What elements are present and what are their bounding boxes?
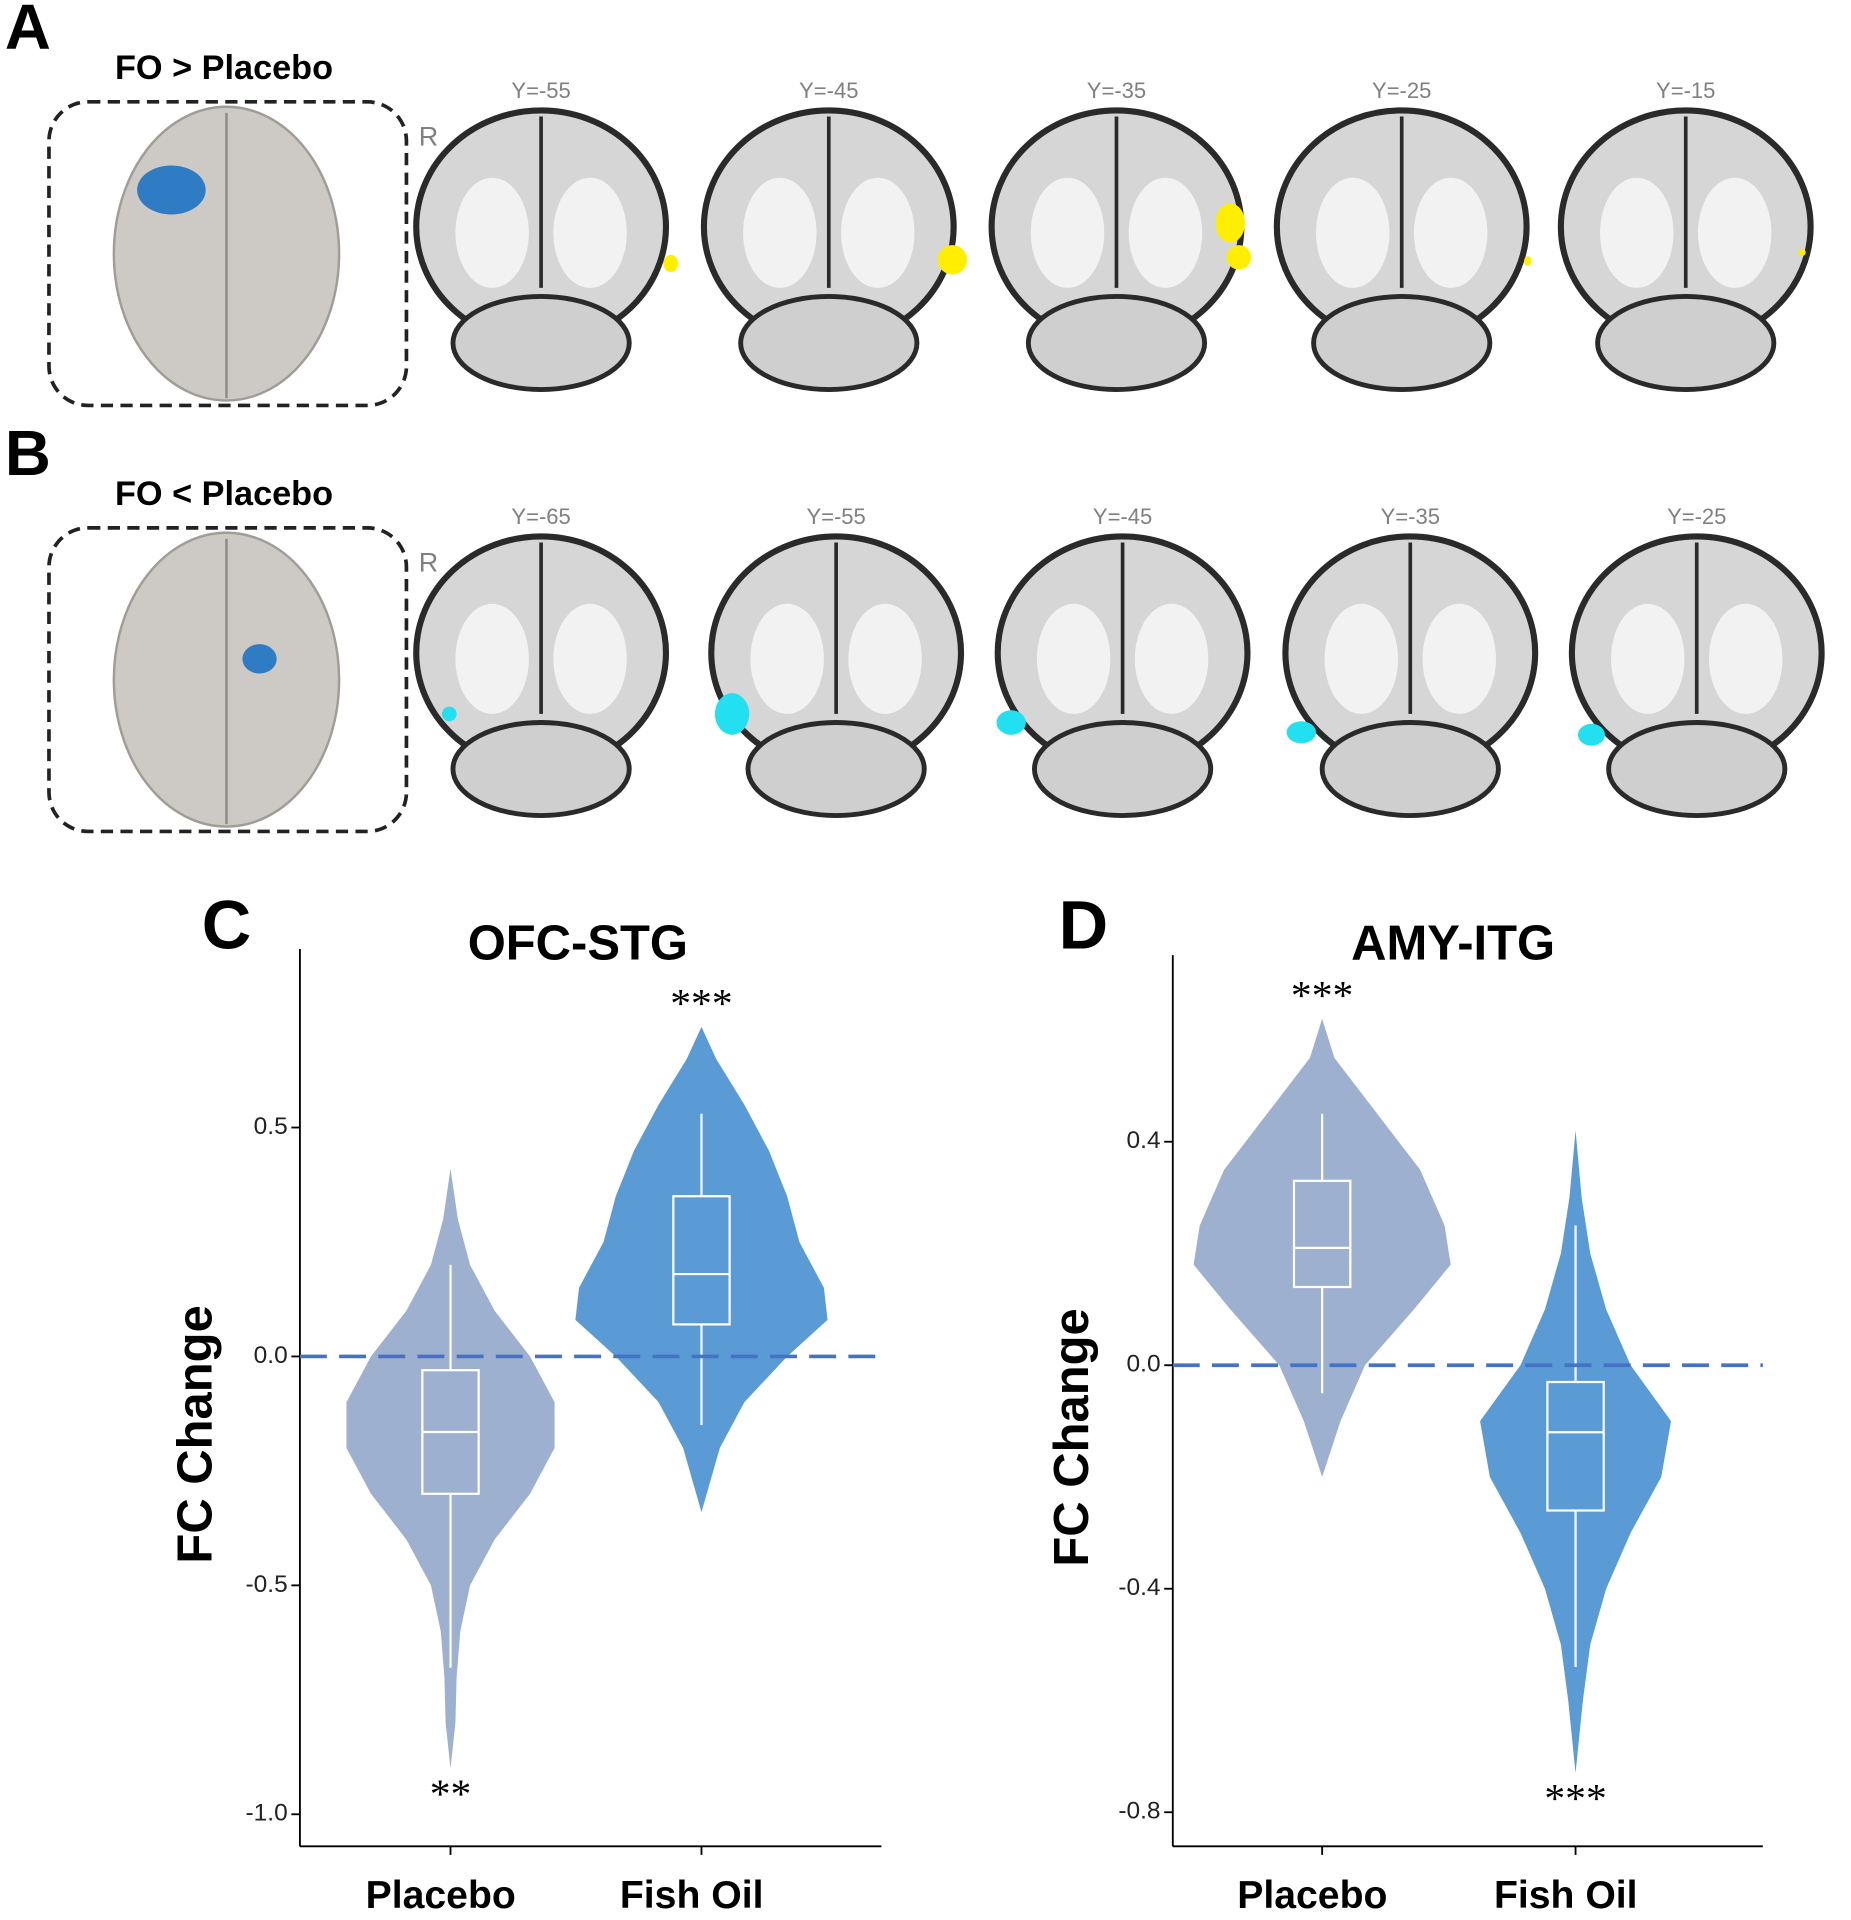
- cluster-blob: [1578, 723, 1605, 746]
- box: [1546, 1380, 1605, 1512]
- significance: ***: [1291, 973, 1353, 1019]
- y-tick-label: -0.4: [1118, 1574, 1160, 1601]
- slice-lower: [1311, 294, 1493, 392]
- y-tick-label: -1.0: [246, 1800, 288, 1827]
- y-axis-label: FC Change: [168, 1305, 222, 1563]
- slice-label: Y=-15: [1656, 78, 1715, 103]
- x-tick-label: Fish Oil: [1494, 1874, 1638, 1917]
- slice-white-matter: [455, 603, 529, 714]
- significance: ***: [1544, 1776, 1606, 1822]
- slice-white-matter: [1611, 603, 1685, 714]
- slice-lower: [450, 720, 632, 818]
- slice-white-matter: [743, 177, 817, 288]
- cluster-blob: [1226, 245, 1252, 270]
- slice-white-matter: [1600, 177, 1674, 288]
- slice-white-matter: [1422, 603, 1496, 714]
- glass-brain-cluster: [242, 644, 277, 674]
- y-tick-label: 0.5: [254, 1113, 288, 1140]
- panel-letter: A: [5, 0, 51, 63]
- x-tick-label: Fish Oil: [620, 1874, 764, 1917]
- y-tick-label: 0.0: [1127, 1351, 1161, 1378]
- slice-white-matter: [1324, 603, 1399, 714]
- cluster-blob: [1524, 256, 1532, 266]
- slice-white-matter: [1413, 177, 1488, 288]
- slice-label: Y=-65: [511, 504, 570, 529]
- slice-white-matter: [1128, 177, 1203, 288]
- y-axis-label: FC Change: [1045, 1308, 1099, 1566]
- slice-lower: [738, 294, 920, 392]
- cluster-blob: [996, 710, 1026, 735]
- slice-white-matter: [455, 177, 529, 288]
- violin: [346, 1168, 555, 1769]
- cluster-blob: [1286, 721, 1317, 744]
- slice-white-matter: [841, 177, 915, 288]
- slice-label: Y=-45: [1093, 504, 1152, 529]
- slice-label: Y=-55: [511, 78, 570, 103]
- panel-title: FO < Placebo: [115, 475, 333, 513]
- y-tick-label: 0.4: [1127, 1127, 1161, 1154]
- chart-title: OFC-STG: [468, 916, 688, 970]
- y-tick-label: -0.5: [246, 1571, 288, 1598]
- cluster-blob: [714, 693, 750, 735]
- cluster-blob: [937, 245, 968, 275]
- significance: **: [430, 1771, 472, 1817]
- chart-letter: D: [1059, 887, 1109, 964]
- side-label: R: [419, 548, 438, 578]
- slice-white-matter: [1030, 177, 1105, 288]
- slice-lower: [1319, 720, 1501, 818]
- violin: [1480, 1130, 1672, 1774]
- slice-lower: [1032, 720, 1214, 818]
- slice-label: Y=-25: [1667, 504, 1726, 529]
- cluster-blob: [663, 254, 679, 272]
- slice-white-matter: [750, 603, 824, 714]
- cluster-blob: [1798, 248, 1806, 257]
- slice-lower: [745, 720, 927, 818]
- chart-title: AMY-ITG: [1351, 916, 1555, 970]
- slice-white-matter: [1697, 177, 1772, 288]
- slice-label: Y=-35: [1381, 504, 1440, 529]
- slice-label: Y=-45: [799, 78, 858, 103]
- side-label: R: [419, 122, 438, 152]
- slice-white-matter: [553, 603, 627, 714]
- slice-lower: [1025, 294, 1208, 392]
- y-tick-label: 0.0: [254, 1342, 288, 1369]
- glass-brain-cluster: [137, 165, 206, 215]
- slice-white-matter: [553, 177, 627, 288]
- significance: ***: [670, 981, 732, 1027]
- slice-label: Y=-25: [1372, 78, 1431, 103]
- box: [1292, 1179, 1352, 1289]
- slice-lower: [1606, 720, 1788, 818]
- chart-letter: C: [202, 887, 252, 964]
- slice-white-matter: [848, 603, 922, 714]
- glass-brain-frame: [47, 526, 409, 834]
- x-tick-label: Placebo: [1237, 1874, 1387, 1917]
- violin: [575, 1026, 828, 1513]
- cluster-blob: [1215, 203, 1246, 243]
- slice-white-matter: [1316, 177, 1390, 288]
- y-tick-label: -0.8: [1118, 1798, 1160, 1825]
- slice-label: Y=-55: [806, 504, 865, 529]
- slice-label: Y=-35: [1087, 78, 1146, 103]
- cluster-blob: [441, 706, 457, 722]
- x-tick-label: Placebo: [366, 1874, 516, 1917]
- slice-lower: [450, 294, 632, 392]
- slice-white-matter: [1134, 603, 1209, 714]
- slice-white-matter: [1708, 603, 1783, 714]
- glass-brain-frame: [47, 99, 409, 408]
- slice-lower: [1595, 294, 1777, 392]
- panel-letter: B: [5, 418, 51, 489]
- panel-title: FO > Placebo: [115, 49, 333, 87]
- slice-white-matter: [1036, 603, 1111, 714]
- box: [672, 1195, 731, 1326]
